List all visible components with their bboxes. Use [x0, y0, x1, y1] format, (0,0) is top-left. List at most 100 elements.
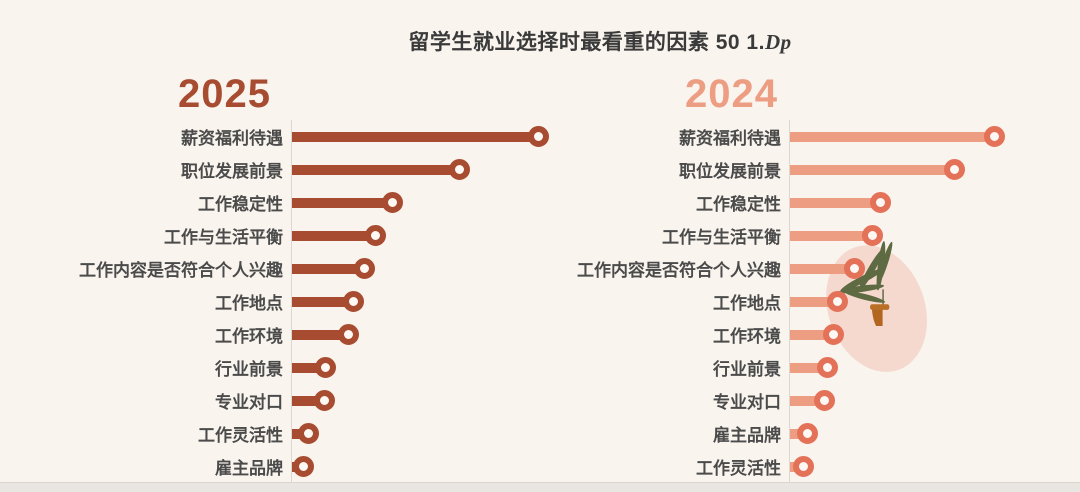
category-label: 工作灵活性 [198, 426, 283, 445]
category-label: 工作稳定性 [696, 195, 781, 214]
category-label: 雇主品牌 [215, 459, 283, 478]
bar-track [789, 120, 1076, 153]
bar-row: 雇主品牌 [3, 450, 543, 483]
bar-endpoint-ring [944, 159, 965, 180]
bar-track [291, 219, 543, 252]
bar-row: 工作与生活平衡 [3, 219, 543, 252]
bar-endpoint-ring [315, 357, 336, 378]
bar-endpoint-ring [827, 291, 848, 312]
bar [292, 230, 375, 241]
bar-endpoint-ring [365, 225, 386, 246]
bar-row: 雇主品牌 [501, 417, 1076, 450]
category-label: 工作稳定性 [198, 195, 283, 214]
bar-row: 工作灵活性 [501, 450, 1076, 483]
category-label: 职位发展前景 [679, 162, 781, 181]
category-label: 工作环境 [713, 327, 781, 346]
bar-endpoint-ring [823, 324, 844, 345]
bar-row: 工作地点 [501, 285, 1076, 318]
bar-track [789, 417, 1076, 450]
category-label: 工作内容是否符合个人兴趣 [79, 261, 283, 280]
bar-track [789, 186, 1076, 219]
bar-row: 工作环境 [501, 318, 1076, 351]
category-label: 薪资福利待遇 [679, 129, 781, 148]
bar-endpoint-ring [817, 357, 838, 378]
bottom-window-edge [0, 482, 1080, 492]
category-label: 职位发展前景 [181, 162, 283, 181]
category-label: 薪资福利待遇 [181, 129, 283, 148]
bar-track [291, 252, 543, 285]
bar [790, 164, 954, 175]
bar-endpoint-ring [870, 192, 891, 213]
bar-endpoint-ring [293, 456, 314, 477]
bar-row: 工作内容是否符合个人兴趣 [501, 252, 1076, 285]
category-label: 行业前景 [713, 360, 781, 379]
bar-endpoint-ring [984, 126, 1005, 147]
bar [292, 296, 353, 307]
bar-track [291, 318, 543, 351]
bar-row: 职位发展前景 [501, 153, 1076, 186]
bar-track [291, 153, 543, 186]
bar-row: 工作地点 [3, 285, 543, 318]
category-label: 专业对口 [215, 393, 283, 412]
bar [790, 131, 994, 142]
category-label: 雇主品牌 [713, 426, 781, 445]
bar-track [789, 153, 1076, 186]
bar-track [789, 351, 1076, 384]
bar [790, 230, 872, 241]
bar-track [291, 384, 543, 417]
category-label: 工作地点 [215, 294, 283, 313]
bar [292, 131, 538, 142]
bar-track [291, 417, 543, 450]
bar-row: 工作环境 [3, 318, 543, 351]
bar-track [789, 252, 1076, 285]
category-label: 工作地点 [713, 294, 781, 313]
bar-track [291, 186, 543, 219]
bar [790, 263, 854, 274]
year-header-2025: 2025 [178, 72, 271, 116]
bar [790, 296, 837, 307]
bar-row: 工作内容是否符合个人兴趣 [3, 252, 543, 285]
category-label: 行业前景 [215, 360, 283, 379]
bar-row: 职位发展前景 [3, 153, 543, 186]
bar-track [789, 450, 1076, 483]
bar-endpoint-ring [449, 159, 470, 180]
bar-row: 薪资福利待遇 [3, 120, 549, 153]
year-header-2024: 2024 [685, 72, 778, 116]
bar-track [291, 120, 549, 153]
bar-endpoint-ring [793, 456, 814, 477]
category-label: 工作环境 [215, 327, 283, 346]
bar-row: 工作稳定性 [501, 186, 1076, 219]
page-title-text: 留学生就业选择时最看重的因素 [408, 31, 710, 54]
category-label: 专业对口 [713, 393, 781, 412]
category-label: 工作与生活平衡 [662, 228, 781, 247]
bar-endpoint-ring [382, 192, 403, 213]
bar-track [789, 219, 1076, 252]
bar-endpoint-ring [343, 291, 364, 312]
bar-endpoint-ring [354, 258, 375, 279]
page-title-suffix-number: 50 1. [715, 31, 765, 54]
category-label: 工作内容是否符合个人兴趣 [577, 261, 781, 280]
page-title: 留学生就业选择时最看重的因素 50 1.Dp [0, 26, 1080, 56]
bar [790, 362, 827, 373]
bar-track [291, 285, 543, 318]
bar [790, 395, 824, 406]
page-title-suffix-script: Dp [764, 30, 792, 54]
bar-row: 行业前景 [3, 351, 543, 384]
bar [790, 197, 880, 208]
bar-endpoint-ring [298, 423, 319, 444]
category-label: 工作灵活性 [696, 459, 781, 478]
chart-2025-rows: 薪资福利待遇 职位发展前景工作稳定性工作与生活平衡工作内容是否符合个人兴趣工作地点… [3, 120, 549, 483]
bar-track [291, 351, 543, 384]
bar [292, 197, 392, 208]
bar-track [291, 450, 543, 483]
bar-row: 工作与生活平衡 [501, 219, 1076, 252]
bar [292, 164, 459, 175]
bar-endpoint-ring [862, 225, 883, 246]
bar-row: 专业对口 [3, 384, 543, 417]
bar [292, 263, 364, 274]
bar [292, 329, 348, 340]
category-label: 工作与生活平衡 [164, 228, 283, 247]
bar-row: 行业前景 [501, 351, 1076, 384]
bar-endpoint-ring [814, 390, 835, 411]
bar-row: 薪资福利待遇 [501, 120, 1076, 153]
